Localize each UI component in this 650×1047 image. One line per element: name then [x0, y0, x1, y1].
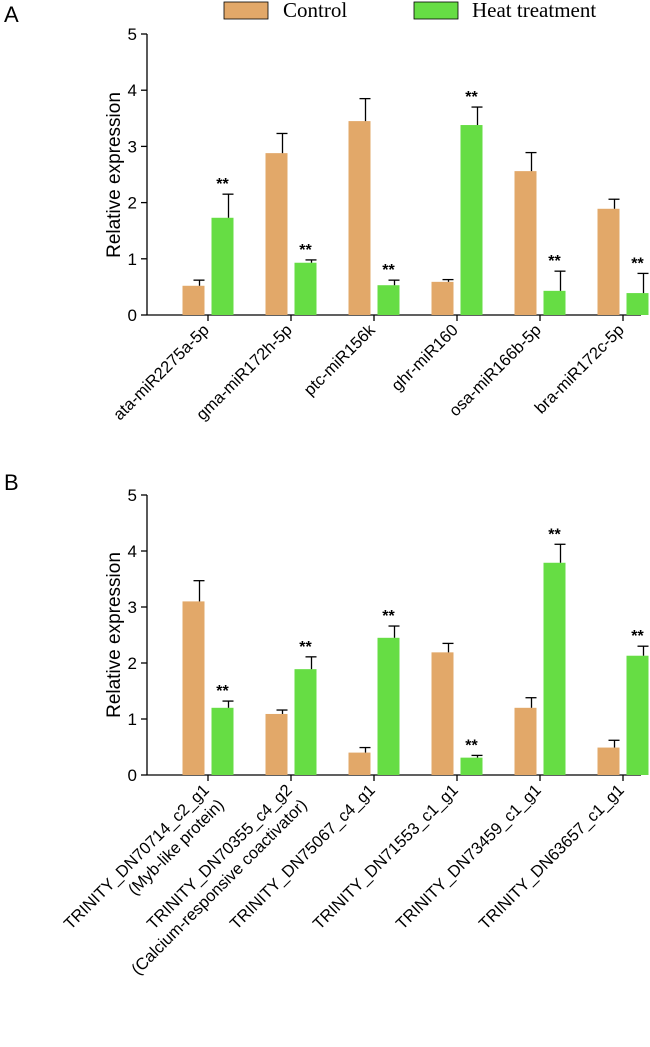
panel-a-significance-label: **: [216, 176, 229, 193]
panel-b-significance-label: **: [465, 737, 478, 754]
panel-a-ylabel: Relative expression: [104, 92, 125, 258]
panel-b-bar-control: [182, 601, 205, 775]
panel-b-y-tick-label: 2: [128, 654, 137, 673]
panel-b-bar-control: [514, 707, 537, 775]
legend: Control Heat treatment: [223, 0, 596, 22]
panel-a: A Relative expression 012345**ata-miR227…: [4, 2, 649, 424]
panel-a-significance-label: **: [548, 253, 561, 270]
panel-b-significance-label: **: [631, 628, 644, 645]
panel-b-y-tick-label: 1: [128, 710, 137, 729]
panel-b-bar-heat: [211, 707, 234, 775]
panel-b-bar-heat: [460, 757, 483, 775]
panel-a-bar-heat: [460, 125, 483, 315]
panel-a-y-tick-label: 1: [128, 250, 137, 269]
panel-b-y-tick-label: 5: [128, 486, 137, 505]
panel-b-significance-label: **: [548, 526, 561, 543]
panel-b-bar-control: [597, 747, 620, 775]
panel-b-bar-control: [265, 713, 288, 775]
panel-a-significance-label: **: [299, 242, 312, 259]
panel-b-bar-control: [431, 652, 454, 775]
panel-a-bar-control: [431, 281, 454, 315]
panel-a-significance-label: **: [631, 255, 644, 272]
panel-a-y-tick-label: 5: [128, 25, 137, 44]
panel-b-bar-heat: [294, 669, 317, 775]
panel-a-category-label: bra-miR172c-5p: [531, 321, 627, 417]
panel-a-bar-control: [597, 208, 620, 315]
panel-a-bar-heat: [626, 293, 649, 315]
panel-b-bar-control: [348, 752, 371, 775]
panel-b-category-label: TRINITY_DN73459_c1_g1: [393, 781, 545, 933]
panel-b-label: B: [4, 470, 19, 495]
panel-b-significance-label: **: [382, 608, 395, 625]
panel-b-significance-label: **: [299, 639, 312, 656]
panel-a-bar-control: [182, 285, 205, 315]
legend-heat-swatch: [413, 1, 459, 20]
panel-a-bar-control: [514, 171, 537, 315]
panel-a-y-tick-label: 2: [128, 194, 137, 213]
panel-a-bar-heat: [543, 290, 566, 315]
panel-a-bar-heat: [294, 262, 317, 315]
panel-b-bar-heat: [377, 637, 400, 775]
legend-control-swatch: [223, 1, 269, 20]
panel-b-category-label: TRINITY_DN63657_c1_g1: [476, 781, 628, 933]
panel-a-y-tick-label: 0: [128, 306, 137, 325]
panel-a-bar-heat: [211, 217, 234, 315]
panel-a-category-label: osa-miR166b-5p: [446, 321, 545, 420]
panel-b-y-tick-label: 3: [128, 598, 137, 617]
panel-a-bar-heat: [377, 285, 400, 315]
panel-a-bar-control: [348, 121, 371, 315]
panel-b-bar-heat: [543, 562, 566, 775]
panel-a-bar-control: [265, 153, 288, 315]
panel-a-label: A: [4, 2, 19, 27]
panel-b-y-tick-label: 4: [128, 542, 137, 561]
panel-a-y-tick-label: 3: [128, 137, 137, 156]
panel-b-ylabel: Relative expression: [104, 552, 125, 718]
panel-b: B Relative expression 0 1 2 3 4 5 ** TRINITY_DN…: [4, 470, 649, 979]
panel-a-significance-label: **: [382, 262, 395, 279]
panel-a-plot: 012345**ata-miR2275a-5p**gma-miR172h-5p*…: [110, 25, 649, 424]
panel-b-y-tick-label: 0: [128, 766, 137, 785]
panel-b-category-label: TRINITY_DN71553_c1_g1: [310, 781, 462, 933]
legend-heat-label: Heat treatment: [472, 0, 596, 22]
legend-control-label: Control: [283, 0, 347, 22]
panel-a-significance-label: **: [465, 89, 478, 106]
panel-a-category-label: ptc-miR156k: [301, 321, 380, 400]
panel-a-category-label: ghr-miR160: [388, 321, 462, 395]
panel-b-bar-heat: [626, 655, 649, 775]
panel-b-significance-label: **: [216, 683, 229, 700]
panel-a-y-tick-label: 4: [128, 81, 137, 100]
